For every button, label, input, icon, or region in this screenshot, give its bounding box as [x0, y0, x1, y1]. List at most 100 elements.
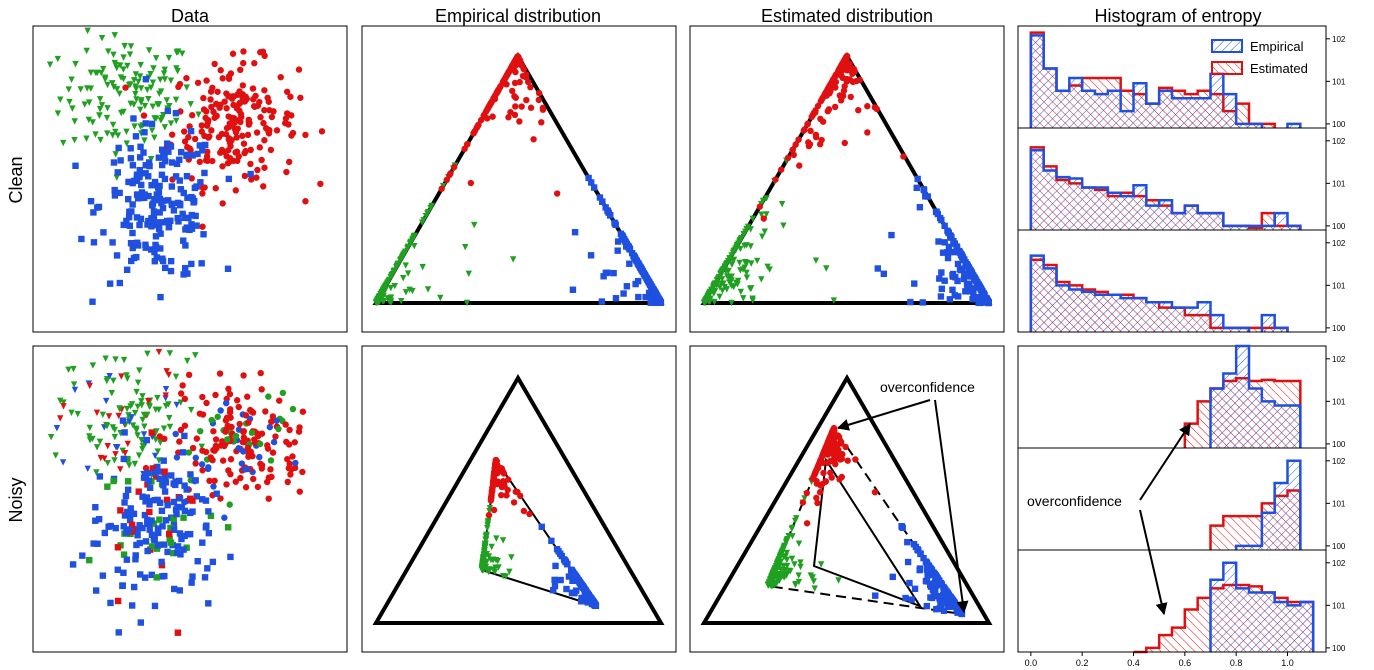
data-point: [210, 428, 217, 435]
simplex-point: [491, 464, 499, 472]
simplex-point: [872, 592, 879, 599]
simplex-point: [734, 242, 741, 249]
data-point: [142, 498, 149, 505]
data-point: [173, 160, 181, 168]
histogram-outline: [1029, 148, 1302, 230]
simplex-point: [702, 299, 709, 306]
data-point: [99, 411, 107, 418]
simplex-point: [948, 601, 956, 609]
histogram-subplot-noisy-3: 100 101 102 0.0 0.2 0.4 0.6 0.8 1.0: [1018, 559, 1346, 668]
data-point: [150, 214, 158, 221]
data-point: [113, 174, 120, 181]
data-point: [178, 535, 185, 543]
simplex-point: [856, 76, 864, 84]
simplex-point: [387, 299, 395, 306]
data-point: [144, 469, 152, 477]
simplex-point: [817, 561, 825, 568]
panel-clean-estimated: [689, 25, 1005, 333]
simplex-point: [741, 264, 748, 271]
simplex-point: [742, 228, 749, 235]
data-point: [236, 420, 243, 428]
data-point: [142, 464, 150, 472]
simplex-point: [981, 291, 988, 299]
histogram-bar: [1223, 562, 1237, 652]
data-point: [127, 155, 135, 162]
data-point: [288, 112, 295, 119]
data-point: [161, 124, 169, 131]
simplex-point: [443, 176, 450, 184]
data-point: [136, 166, 143, 174]
data-point: [119, 582, 126, 590]
data-point: [236, 88, 243, 95]
data-point: [138, 181, 145, 189]
data-point: [173, 65, 180, 72]
data-point: [104, 459, 111, 467]
simplex-point: [827, 469, 834, 476]
histogram-bar: [1249, 516, 1262, 550]
data-point: [221, 514, 228, 521]
data-point: [265, 128, 272, 135]
data-point: [157, 245, 164, 252]
simplex-point: [406, 286, 413, 294]
data-point: [208, 103, 215, 111]
histogram-bar: [1197, 302, 1211, 332]
simplex-point: [931, 588, 939, 596]
data-point: [155, 101, 163, 108]
data-point: [170, 207, 178, 214]
data-point: [141, 137, 148, 144]
data-point: [154, 542, 162, 549]
data-point: [144, 221, 151, 228]
simplex-point: [958, 251, 965, 259]
simplex-point: [956, 609, 964, 616]
simplex-point: [737, 245, 744, 253]
data-point: [148, 120, 156, 128]
data-point: [262, 408, 269, 415]
data-point: [256, 144, 263, 151]
simplex-point: [795, 572, 802, 579]
data-point: [117, 157, 124, 164]
simplex-point: [494, 557, 501, 565]
data-point: [96, 473, 104, 480]
data-point: [260, 119, 267, 127]
data-point: [269, 449, 277, 456]
simplex-point: [962, 288, 969, 295]
data-point: [148, 182, 155, 189]
histogram-bar: [1197, 597, 1211, 652]
data-point: [173, 510, 180, 518]
simplex-point: [828, 474, 835, 481]
histogram-bar: [1120, 298, 1134, 332]
simplex-point: [790, 151, 797, 159]
histogram-bar: [1030, 150, 1044, 230]
data-point: [72, 162, 79, 169]
simplex-point: [922, 193, 929, 200]
data-point: [177, 390, 185, 397]
simplex-point: [795, 540, 803, 547]
histogram-bar: [1249, 592, 1262, 652]
data-point: [239, 82, 247, 89]
data-point: [223, 481, 230, 488]
data-point: [155, 189, 163, 196]
data-point: [246, 119, 253, 127]
data-point: [140, 112, 148, 119]
simplex-point: [841, 66, 848, 73]
data-point: [124, 375, 131, 382]
data-point: [237, 111, 245, 118]
data-point: [185, 449, 193, 456]
data-point: [131, 460, 139, 468]
data-point: [241, 149, 248, 157]
histogram-bar: [1261, 315, 1275, 332]
simplex-point: [871, 488, 879, 496]
data-point: [238, 98, 245, 105]
data-point: [144, 519, 151, 527]
data-point: [124, 511, 132, 519]
data-point: [105, 413, 113, 420]
simplex-point: [749, 215, 756, 223]
data-point: [152, 233, 160, 240]
histogram-bar: [1261, 123, 1275, 128]
data-point: [297, 94, 304, 101]
simplex-point: [424, 286, 432, 293]
data-point: [92, 587, 100, 594]
simplex-point: [480, 555, 487, 563]
data-point: [123, 128, 130, 135]
simplex-point: [842, 443, 849, 451]
